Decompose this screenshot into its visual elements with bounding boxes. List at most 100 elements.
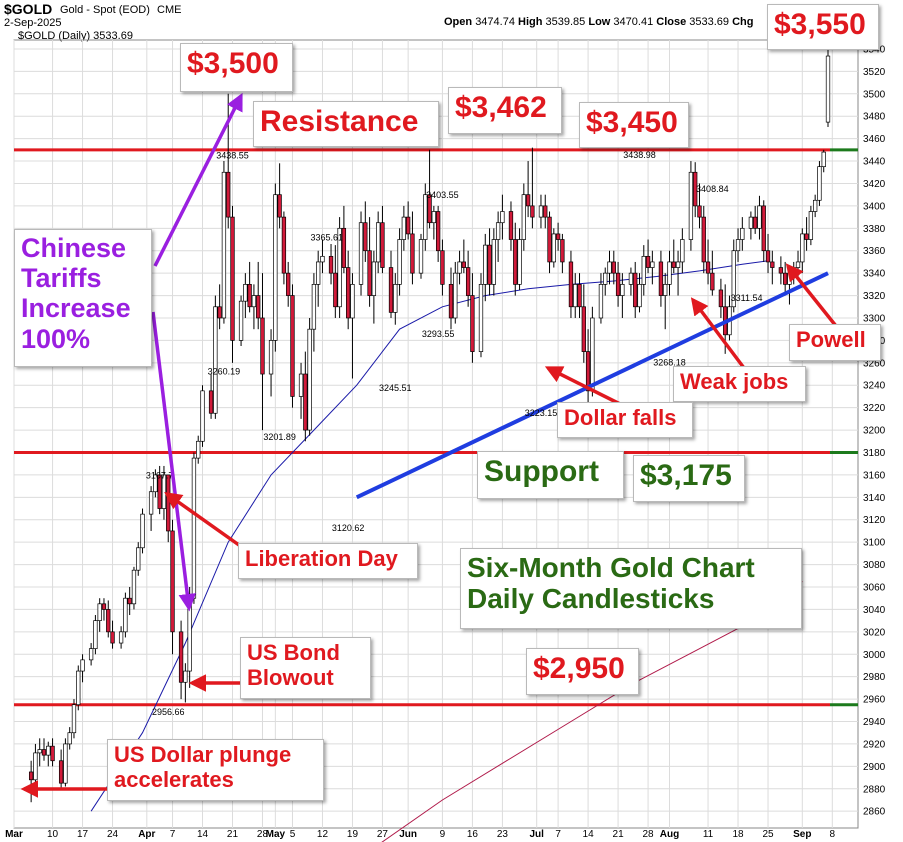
x-tick-label: 7: [170, 829, 176, 840]
chg-label: Chg: [732, 16, 754, 28]
x-tick-label: 21: [613, 829, 625, 840]
candle-body: [470, 295, 475, 352]
candle-body: [88, 648, 94, 661]
annotation-box: Weak jobs: [673, 366, 806, 402]
open-label: Open: [444, 16, 473, 28]
x-tick-label: 28: [257, 829, 269, 840]
candle-body: [333, 272, 338, 308]
candle-body: [80, 659, 85, 672]
candle-body: [787, 272, 792, 285]
legend-label: $GOLD (Daily) 3533.69: [18, 30, 133, 42]
candle-body: [551, 233, 556, 263]
price-label: 3365.61: [310, 232, 343, 242]
candle-body: [675, 261, 681, 268]
candle-body: [290, 295, 295, 397]
candle-body: [658, 261, 664, 296]
candle-body: [363, 222, 368, 252]
candle-body: [281, 216, 287, 274]
annotation-text: $3,500: [187, 47, 279, 80]
candle-body: [148, 491, 154, 515]
candle-body: [337, 227, 342, 308]
price-label: 3260.19: [208, 367, 241, 377]
candle-body: [821, 151, 826, 168]
candle-body: [328, 255, 334, 274]
exchange-label: CME: [157, 4, 182, 16]
candle-body: [663, 284, 668, 296]
candle-body: [208, 390, 214, 414]
candle-body: [303, 373, 308, 431]
candle-body: [740, 227, 745, 240]
annotation-text: $3,450: [586, 106, 678, 139]
x-tick-label: 9: [440, 829, 446, 840]
candle-body: [731, 250, 736, 308]
candle-body: [410, 233, 415, 274]
candle-body: [585, 351, 591, 392]
candle-body: [718, 289, 724, 308]
candle-body: [286, 272, 291, 296]
annotation-text: Liberation Day: [245, 546, 398, 571]
y-tick-label: 2920: [863, 739, 886, 750]
y-tick-label: 3400: [863, 201, 886, 212]
x-tick-label: 11: [703, 829, 714, 840]
y-tick-label: 3020: [863, 627, 886, 638]
ohlc-readout: Open 3474.74 High 3539.85 Low 3470.41 Cl…: [444, 16, 754, 28]
candle-body: [50, 745, 55, 762]
y-tick-label: 3220: [863, 403, 886, 414]
plot-frame: [13, 39, 859, 829]
candle-body: [667, 261, 672, 285]
y-tick-label: 3100: [863, 538, 886, 549]
y-tick-label: 3120: [863, 515, 886, 526]
annotation-text: Chinese Tariffs Increase 100%: [21, 233, 131, 354]
candle-body: [800, 233, 805, 263]
candle-body: [311, 284, 317, 330]
y-tick-label: 3160: [863, 470, 886, 481]
candle-body: [753, 216, 758, 229]
open-value: 3474.74: [475, 16, 515, 28]
symbol-description: Gold - Spot (EOD): [60, 4, 150, 16]
candle-body: [633, 272, 638, 308]
candle-body: [701, 216, 706, 263]
candle-body: [770, 261, 775, 268]
x-tick-label: 17: [77, 829, 89, 840]
candle-body: [161, 474, 167, 509]
y-tick-label: 3300: [863, 313, 886, 324]
annotation-text: Weak jobs: [680, 369, 789, 394]
candle-body: [380, 222, 385, 268]
annotation-text: US Dollar plunge accelerates: [114, 742, 292, 792]
y-tick-label: 3260: [863, 358, 886, 369]
candle-body: [688, 171, 694, 240]
y-tick-label: 2980: [863, 672, 886, 683]
x-tick-label: 7: [555, 829, 561, 840]
candle-body: [256, 295, 261, 319]
y-tick-label: 3040: [863, 605, 886, 616]
candle-body: [41, 749, 47, 756]
y-tick-label: 3380: [863, 224, 886, 235]
candle-body: [555, 233, 561, 240]
annotation-box: $3,175: [633, 455, 745, 502]
annotation-box: Powell: [789, 324, 881, 361]
x-tick-label: 16: [467, 829, 479, 840]
high-label: High: [518, 16, 543, 28]
annotation-box: $3,500: [180, 43, 293, 92]
candle-body: [581, 306, 586, 352]
annotation-box: $3,550: [767, 4, 879, 50]
x-tick-label: 24: [107, 829, 119, 840]
y-tick-label: 3000: [863, 650, 886, 661]
candle-body: [427, 194, 432, 224]
candle-body: [140, 513, 145, 549]
candle-body: [603, 272, 608, 285]
candle-body: [277, 194, 282, 218]
candle-body: [448, 284, 454, 319]
candle-body: [645, 255, 651, 268]
weak-jobs-arrow: [690, 297, 746, 370]
candle-body: [650, 261, 655, 268]
candle-body: [346, 267, 351, 319]
candle-body: [200, 390, 205, 442]
annotation-box: Dollar falls: [557, 402, 693, 438]
candle-body: [131, 569, 137, 605]
candle-body: [637, 284, 642, 308]
x-tick-label: Mar: [5, 829, 23, 840]
candle-body: [765, 250, 771, 263]
symbol-label: $GOLD: [4, 1, 53, 17]
high-value: 3539.85: [545, 16, 586, 28]
